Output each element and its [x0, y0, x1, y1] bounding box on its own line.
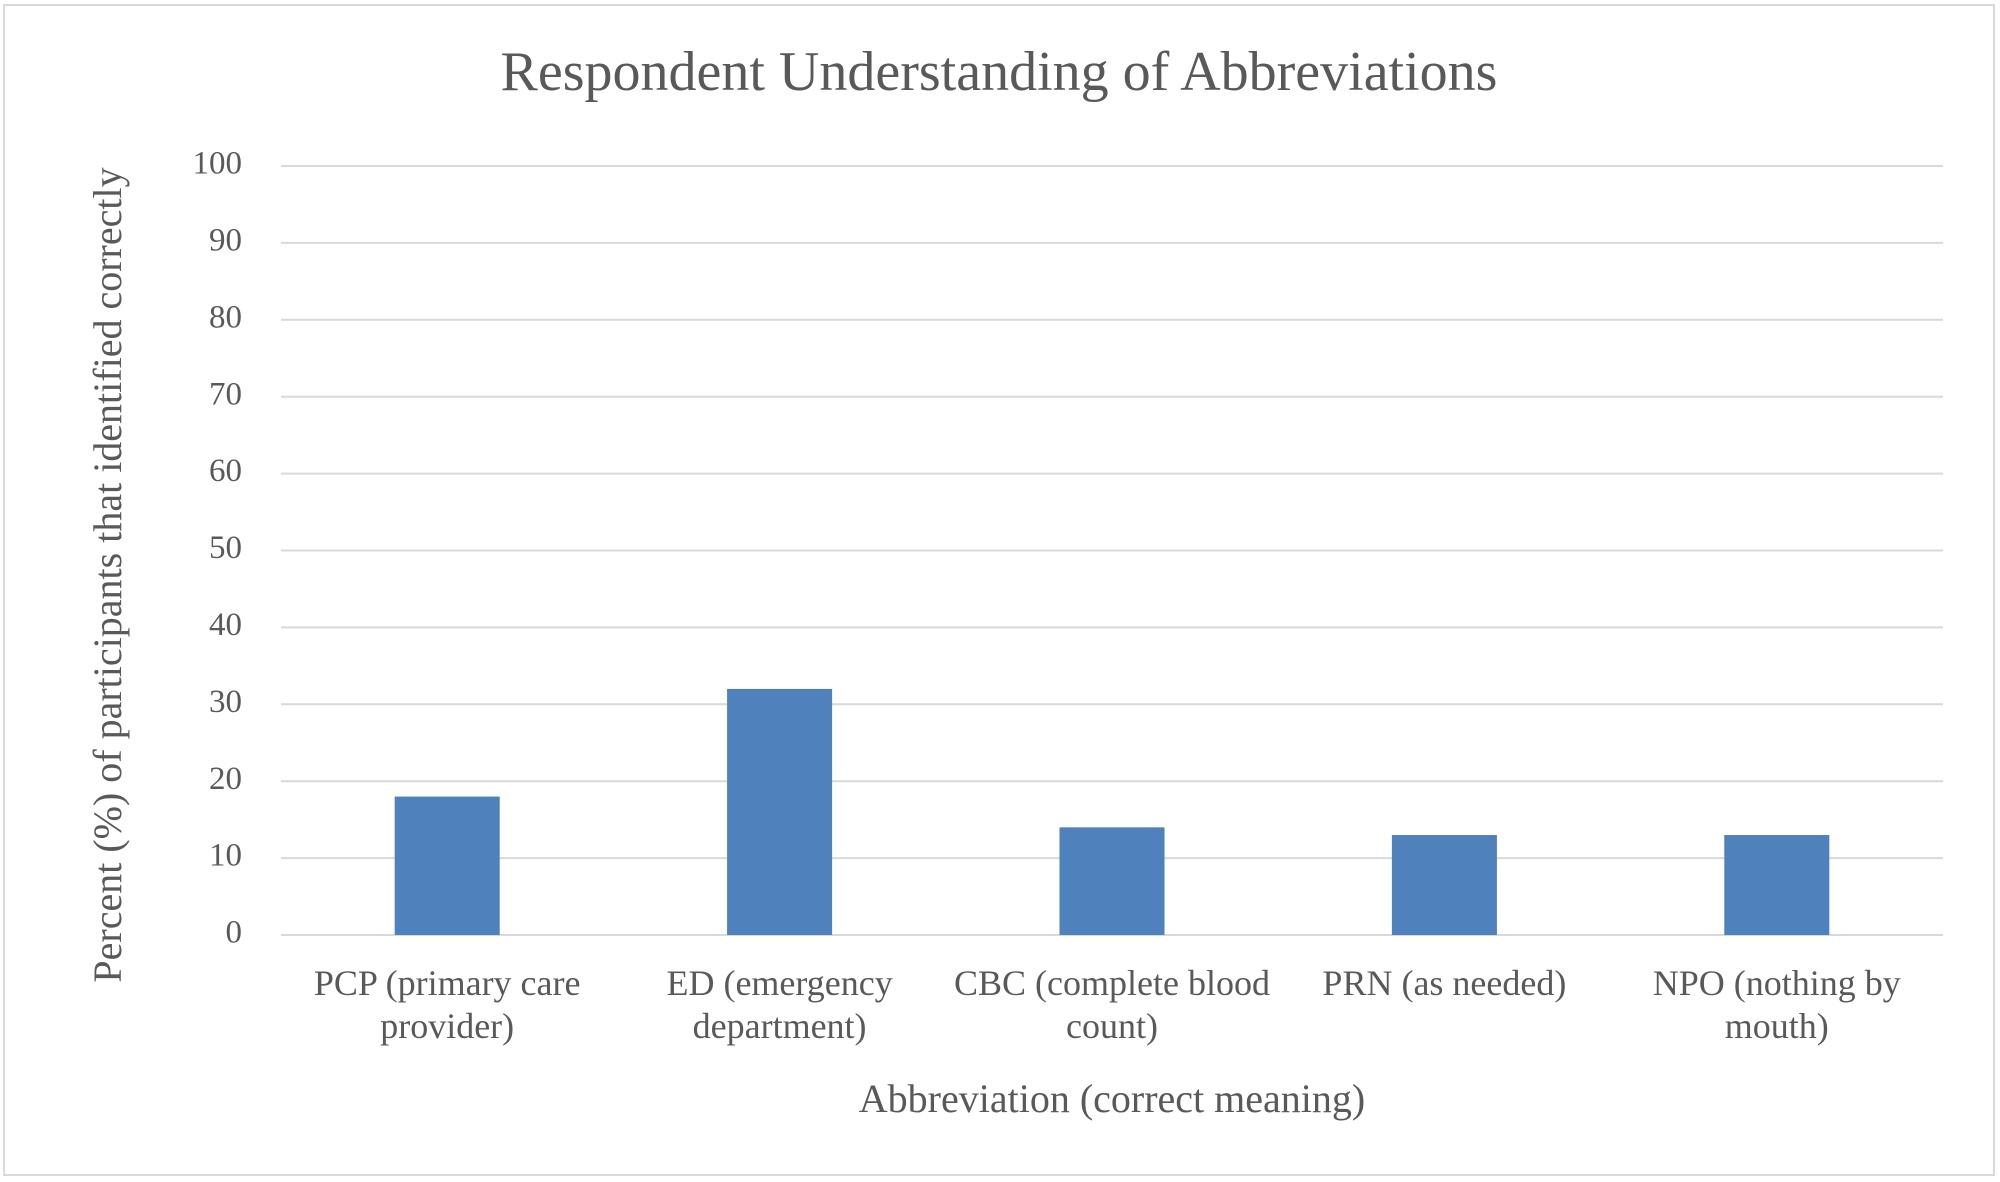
bar — [394, 796, 500, 935]
x-tick-label: CBC (complete blood count) — [954, 963, 1270, 1047]
y-axis-title: Percent (%) of participants that identif… — [85, 167, 130, 983]
y-tick-label: 90 — [209, 222, 242, 258]
y-tick-label: 70 — [209, 376, 242, 412]
x-axis-title: Abbreviation (correct meaning) — [858, 1076, 1366, 1121]
y-tick-label: 20 — [209, 761, 242, 797]
bar — [1059, 827, 1165, 935]
y-tick-label: 0 — [226, 915, 243, 951]
y-tick-label: 40 — [209, 607, 242, 643]
x-tick-label: NPO (nothing by mouth) — [1652, 963, 1901, 1047]
chart-title: Respondent Understanding of Abbreviation… — [501, 41, 1498, 103]
bar — [1391, 835, 1497, 935]
x-tick-label: ED (emergency department) — [666, 963, 893, 1047]
y-tick-label: 50 — [209, 530, 242, 566]
y-tick-label: 10 — [209, 838, 242, 874]
x-tick-label: PRN (as needed) — [1322, 963, 1567, 1003]
chart-frame — [3, 4, 1995, 1176]
y-tick-label: 80 — [209, 299, 242, 335]
y-tick-label: 100 — [193, 146, 243, 182]
bar — [1724, 835, 1830, 935]
y-tick-label: 60 — [209, 453, 242, 489]
bar — [727, 688, 833, 935]
x-tick-label: PCP (primary care provider) — [313, 963, 581, 1047]
y-tick-label: 30 — [209, 684, 242, 720]
